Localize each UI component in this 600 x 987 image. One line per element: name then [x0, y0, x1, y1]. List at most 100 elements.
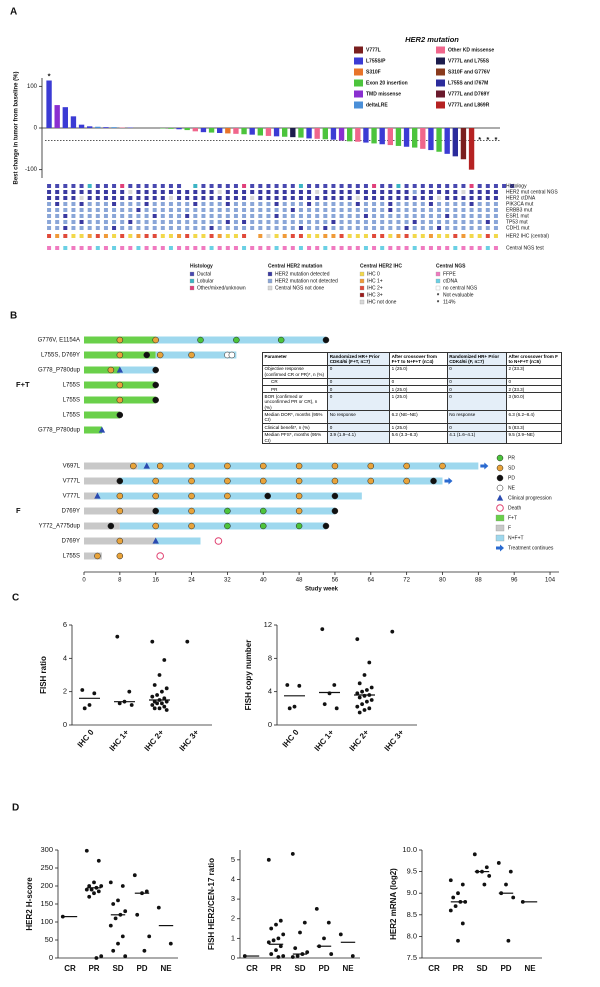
matrix-cell [136, 190, 141, 194]
matrix-cell [428, 184, 433, 188]
data-point [506, 938, 511, 943]
matrix-cell [485, 220, 490, 224]
y-tick-label: 5 [231, 855, 235, 864]
matrix-cell [274, 246, 279, 250]
x-tick-label: 72 [403, 578, 410, 584]
bar [192, 128, 198, 132]
matrix-cell [209, 190, 214, 194]
matrix-cell [372, 184, 377, 188]
legend-swatch [354, 68, 363, 76]
matrix-cell [87, 234, 92, 238]
matrix-cell [185, 220, 190, 224]
data-point [150, 703, 155, 707]
matrix-cell [144, 220, 149, 224]
matrix-cell [71, 196, 76, 200]
matrix-cell [412, 246, 417, 250]
matrix-cell [201, 214, 206, 218]
matrix-cell [477, 214, 482, 218]
matrix-cell [128, 234, 133, 238]
legend-label: F [508, 525, 511, 531]
matrix-cell [95, 220, 100, 224]
matrix-cell [168, 220, 173, 224]
matrix-cell [404, 202, 409, 206]
x-tick-label: 32 [224, 578, 231, 584]
data-point [281, 932, 286, 937]
matrix-cell [404, 226, 409, 230]
y-axis-label: FISH copy number [244, 640, 253, 711]
bar [225, 128, 231, 134]
data-point [369, 698, 374, 702]
x-tick-label: CR [246, 964, 258, 973]
response-marker [224, 462, 231, 470]
matrix-cell [242, 208, 247, 212]
matrix-cell [185, 196, 190, 200]
matrix-cell [298, 220, 303, 224]
data-point [123, 954, 128, 959]
data-point [355, 704, 360, 709]
matrix-cell [177, 196, 182, 200]
matrix-cell [290, 190, 295, 194]
legend-label: PD [508, 475, 515, 481]
data-point [482, 882, 487, 887]
matrix-cell [469, 226, 474, 230]
bar [306, 128, 312, 139]
data-point [150, 694, 155, 699]
matrix-cell [177, 214, 182, 218]
matrix-cell [347, 234, 352, 238]
y-tick-label: 4 [231, 874, 235, 883]
bar-flag: * [494, 135, 497, 144]
data-point [152, 706, 157, 711]
matrix-cell [55, 246, 60, 250]
matrix-cell [445, 220, 450, 224]
data-point [298, 930, 302, 935]
y-tick-label: 0 [49, 953, 53, 962]
data-point [84, 848, 89, 853]
data-point [365, 699, 369, 704]
table-row: Clinical benefit*, n (%) 0 1 (25.0) 0 5 (83.… [261, 423, 563, 432]
response-marker [295, 477, 303, 485]
bar [103, 127, 109, 128]
matrix-cell [355, 202, 360, 206]
matrix-cell [128, 208, 133, 212]
matrix-cell [461, 214, 466, 218]
matrix-cell [477, 246, 482, 250]
matrix-cell [266, 184, 271, 188]
panel-label: A [10, 7, 17, 18]
bar [282, 128, 288, 137]
data-point [295, 954, 300, 958]
legend-swatch [436, 101, 445, 109]
legend-marker [496, 504, 504, 512]
matrix-cell [193, 246, 198, 250]
legend-swatch [354, 90, 363, 98]
table-row: Objective response (confirmed CR or PR)*… [261, 364, 563, 379]
matrix-cell [193, 214, 198, 218]
matrix-cell [242, 184, 247, 188]
y-tick-label: 7.5 [407, 953, 417, 962]
x-tick-label: IHC 3+ [178, 728, 201, 753]
row-label: D769Y [62, 539, 80, 545]
x-tick-label: 48 [296, 578, 303, 584]
x-tick-label: IHC 2+ [143, 728, 166, 753]
matrix-cell [437, 196, 442, 200]
table-cell: 1 (25.0) [389, 423, 448, 432]
matrix-cell [282, 196, 287, 200]
matrix-legend-label: Central NGS not done [275, 285, 324, 291]
matrix-cell [225, 202, 230, 206]
legend-swatch [354, 46, 363, 54]
matrix-cell [217, 196, 222, 200]
table-cell: 1 (25.0) [389, 384, 448, 394]
matrix-cell [493, 208, 498, 212]
matrix-cell [152, 184, 157, 188]
matrix-cell [95, 196, 100, 200]
y-tick-label: 8.5 [407, 910, 417, 919]
matrix-cell [144, 208, 149, 212]
matrix-cell [445, 214, 450, 218]
legend-swatch [354, 101, 363, 109]
row-label: Y772_A775dup [39, 524, 81, 530]
matrix-cell [120, 190, 125, 194]
matrix-cell [469, 214, 474, 218]
response-marker [116, 492, 124, 500]
response-marker [116, 552, 124, 560]
matrix-cell [185, 226, 190, 230]
